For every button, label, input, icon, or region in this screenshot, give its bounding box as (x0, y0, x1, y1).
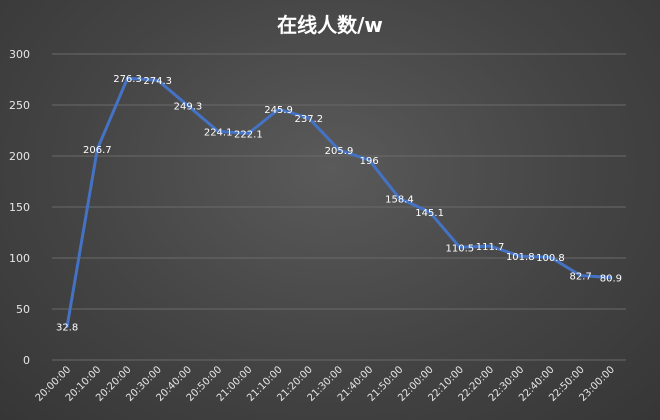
y-tick-label: 300 (9, 48, 30, 61)
series-line-layer (65, 76, 613, 328)
data-label: 206.7 (83, 145, 112, 156)
data-label: 205.9 (325, 146, 354, 157)
data-label: 110.5 (446, 243, 475, 254)
y-tick-label: 200 (9, 150, 30, 163)
data-label: 196 (360, 156, 379, 167)
data-label: 237.2 (294, 114, 323, 125)
data-label: 222.1 (234, 129, 263, 140)
x-axis-ticks: 20:00:0020:10:0020:20:0020:30:0020:40:00… (34, 364, 617, 404)
data-label: 111.7 (476, 242, 505, 253)
data-label: 82.7 (570, 272, 592, 283)
y-tick-label: 50 (16, 303, 30, 316)
y-tick-label: 100 (9, 252, 30, 265)
y-tick-label: 0 (23, 354, 30, 367)
data-label: 245.9 (264, 105, 293, 116)
grid (52, 53, 626, 361)
data-label: 249.3 (174, 102, 203, 113)
y-tick-label: 250 (9, 99, 30, 112)
y-tick-label: 150 (9, 201, 30, 214)
data-label: 158.4 (385, 194, 414, 205)
chart-title: 在线人数/w (277, 13, 383, 37)
y-axis-ticks: 0 50 100 150 200 250 300 (9, 48, 30, 367)
data-label: 101.8 (506, 252, 535, 263)
data-label: 80.9 (600, 273, 622, 284)
data-label: 100.8 (536, 253, 565, 264)
data-label: 274.3 (143, 76, 172, 87)
data-label: 276.3 (113, 74, 142, 85)
data-label: 224.1 (204, 127, 233, 138)
series-line (65, 76, 613, 328)
data-label: 32.8 (56, 323, 78, 334)
data-label: 145.1 (415, 208, 444, 219)
